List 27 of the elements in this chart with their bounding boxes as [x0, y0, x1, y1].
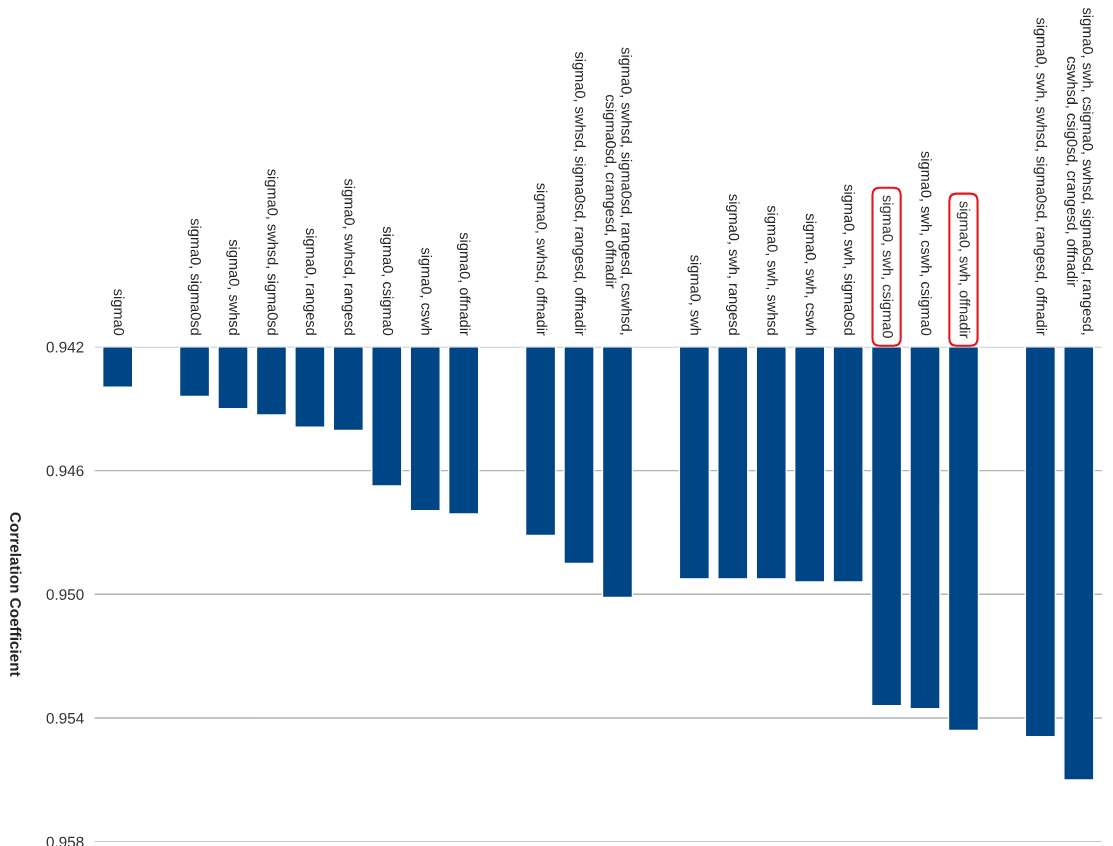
text: sigma0, swh, offnadir — [956, 201, 971, 339]
x-tick-label: sigma0, swh, cswh — [802, 213, 817, 335]
x-tick-label: sigma0, rangesd — [303, 228, 317, 335]
x-tick-label: sigma0, offnadir — [456, 232, 471, 336]
x-tick-label: sigma0, swhsd, sigma0sd, rangesd, cswhsd, csigma0sd, crangesd, offnadir — [602, 47, 633, 335]
y-tick-label: 0.954 — [46, 712, 84, 724]
y-axis-title: Correlation Coefficient — [10, 512, 22, 677]
x-tick-label: sigma0, swh, swhsd — [764, 205, 779, 335]
x-tick-label: sigma0, swhsd, rangesd — [341, 178, 356, 335]
x-tick-label: sigma0, swhsd, sigma0sd, rangesd, offnadir — [572, 51, 586, 336]
x-tick-label: sigma0, swh, sigma0sd — [841, 184, 855, 335]
x-tick-label: sigma0, swh, cswh, csigma0 — [918, 151, 932, 336]
x-tick-label: sigma0, sigma0sd — [187, 218, 202, 335]
y-tick-label: 0.942 — [46, 341, 84, 353]
text: sigma0, swh, csigma0 — [879, 195, 894, 338]
x-tick-label: sigma0, swhsd — [226, 239, 240, 335]
x-tick-label: sigma0, swh, rangesd — [726, 194, 740, 335]
x-tick-label: sigma0, swhsd, sigma0sd — [264, 169, 279, 335]
x-tick-label: sigma0 — [110, 289, 125, 336]
x-tick-label: sigma0, swh — [687, 255, 702, 335]
x-tick-label: sigma0, cswh — [418, 247, 433, 335]
x-tick-label: sigma0, csigma0 — [379, 226, 394, 336]
y-tick-label: 0.950 — [46, 589, 84, 600]
x-tick-label: sigma0, swh, csigma0, swhsd, sigma0sd, rangesd, cswhsd, csig0sd, crangesd, offnadir — [1064, 7, 1094, 335]
x-tick-label: sigma0, swhsd, offnadir — [533, 183, 548, 336]
y-tick-label: 0.946 — [46, 465, 84, 477]
x-tick-label: sigma0, swh, swhsd, sigma0sd, rangesd, offnadir — [1033, 17, 1048, 336]
